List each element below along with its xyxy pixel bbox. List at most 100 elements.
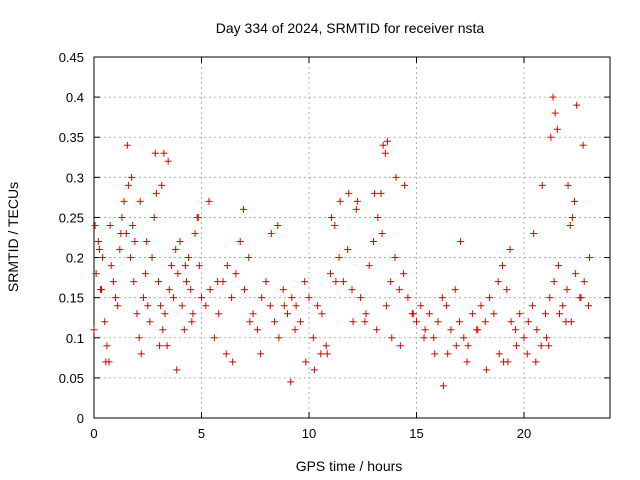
data-point (365, 262, 373, 270)
data-point (352, 205, 360, 213)
data-point (156, 342, 164, 350)
data-point (118, 213, 126, 221)
chart-title: Day 334 of 2024, SRMTID for receiver nst… (216, 20, 485, 36)
data-point (296, 318, 304, 326)
data-point (165, 286, 173, 294)
data-point (314, 302, 322, 310)
data-point (292, 302, 300, 310)
data-point (239, 205, 247, 213)
data-point (571, 197, 579, 205)
data-point (99, 254, 107, 262)
data-point (191, 229, 199, 237)
data-point (124, 181, 132, 189)
data-point (486, 294, 494, 302)
y-tick-label: 0.35 (59, 130, 84, 145)
data-point (188, 318, 196, 326)
data-point (344, 246, 352, 254)
data-point (357, 294, 365, 302)
data-point (538, 181, 546, 189)
data-point (205, 197, 213, 205)
data-point (451, 286, 459, 294)
data-point (520, 334, 528, 342)
data-point (443, 302, 451, 310)
data-point (181, 262, 189, 270)
data-point (301, 278, 309, 286)
data-point (310, 366, 318, 374)
data-point (503, 286, 511, 294)
data-point (228, 294, 236, 302)
axis-ticks: 0 5 10 15 20 0 0.05 0.1 0.15 0.2 0.25 0.3 0.35 0.4 0.4… (59, 50, 610, 441)
data-point (532, 358, 540, 366)
data-point (136, 197, 144, 205)
data-point (349, 318, 357, 326)
y-tick-label: 0.3 (66, 170, 84, 185)
data-point (409, 310, 417, 318)
data-point (374, 213, 382, 221)
data-point (155, 278, 162, 286)
data-point (241, 286, 248, 294)
data-point (274, 221, 282, 229)
data-point (568, 213, 576, 221)
data-point (249, 310, 257, 318)
data-point (159, 326, 167, 334)
data-point (103, 342, 111, 350)
data-point (135, 334, 143, 342)
data-points (90, 93, 594, 390)
data-point (452, 342, 460, 350)
data-point (474, 326, 482, 334)
data-point (144, 302, 152, 310)
data-point (137, 350, 145, 358)
data-point (284, 310, 291, 318)
data-point (245, 254, 253, 262)
data-point (305, 294, 313, 302)
data-point (464, 342, 472, 350)
data-point (434, 318, 442, 326)
data-point (172, 246, 180, 254)
data-point (267, 229, 275, 237)
data-point (318, 310, 326, 318)
data-point (373, 326, 381, 334)
data-point (383, 137, 391, 145)
data-point (182, 278, 190, 286)
data-point (506, 246, 514, 254)
y-tick-label: 0.1 (66, 331, 84, 346)
data-point (198, 294, 205, 302)
data-point (112, 294, 119, 302)
data-point (158, 181, 166, 189)
data-point (130, 278, 138, 286)
plot-frame (93, 56, 611, 419)
data-point (523, 350, 531, 358)
data-point (262, 278, 270, 286)
data-point (381, 149, 389, 157)
data-point (573, 101, 581, 109)
data-point (549, 93, 557, 101)
data-point (345, 189, 353, 197)
data-point (128, 173, 136, 181)
data-point (460, 334, 468, 342)
data-point (189, 310, 197, 318)
data-point (185, 254, 193, 262)
data-point (564, 181, 572, 189)
data-point (425, 310, 433, 318)
data-point (361, 318, 369, 326)
data-point (102, 358, 110, 366)
data-point (129, 221, 137, 229)
data-point (511, 326, 519, 334)
data-point (400, 270, 408, 278)
data-point (468, 310, 476, 318)
data-point (371, 189, 379, 197)
data-point (206, 286, 214, 294)
data-point (142, 270, 150, 278)
data-point (586, 254, 594, 262)
data-point (438, 294, 446, 302)
data-point (563, 286, 571, 294)
data-point (246, 318, 254, 326)
data-point (430, 334, 438, 342)
data-point (533, 326, 541, 334)
data-point (585, 302, 592, 310)
data-point (456, 318, 463, 326)
data-point (391, 254, 399, 262)
data-point (106, 221, 114, 229)
data-point (90, 326, 98, 334)
